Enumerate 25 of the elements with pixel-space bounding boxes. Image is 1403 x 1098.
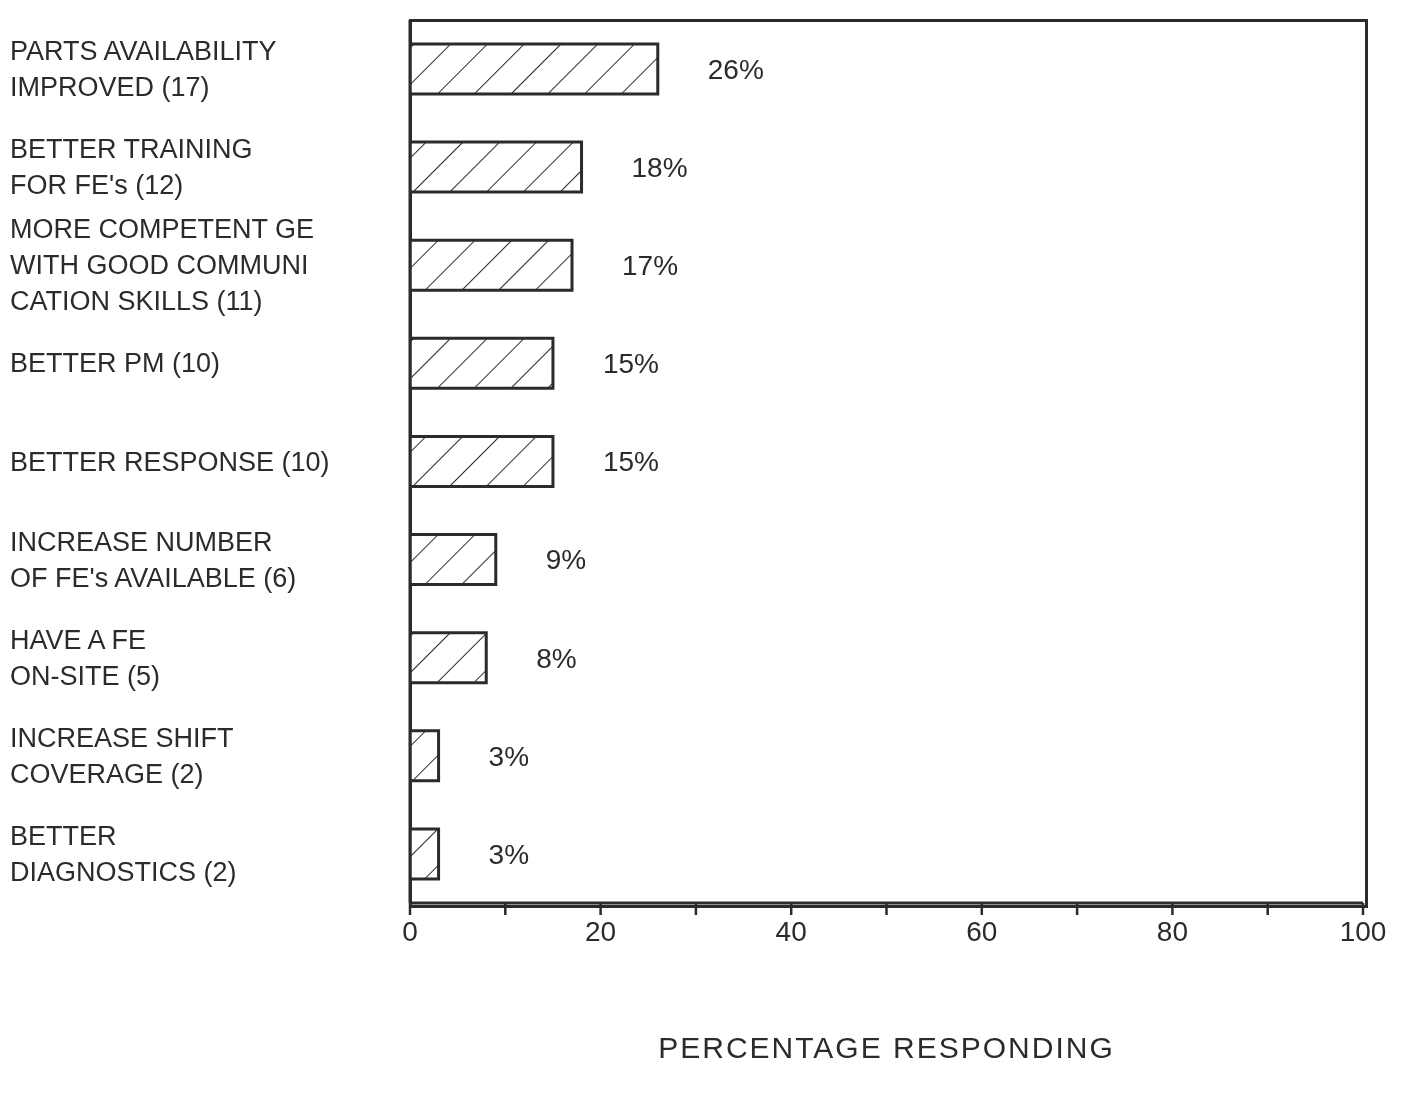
x-tick-label: 0 — [402, 916, 418, 947]
y-tick-label: BETTER PM (10) — [10, 348, 221, 379]
y-tick-label: INCREASE NUMBER OF FE's AVAILABLE (6) — [10, 526, 297, 593]
x-tick-label: 80 — [1156, 916, 1188, 947]
y-tick-label: BETTER DIAGNOSTICS (2) — [10, 820, 237, 887]
x-tick-label: 40 — [775, 916, 807, 947]
data-label: 3% — [488, 838, 530, 870]
x-tick-label: 60 — [966, 916, 998, 947]
x-tick-label: 20 — [585, 916, 617, 947]
data-label: 17% — [622, 250, 679, 282]
data-label: 15% — [602, 348, 659, 380]
y-tick-label: BETTER RESPONSE (10) — [10, 446, 330, 477]
x-axis-title: PERCENTAGE RESPONDING — [658, 1031, 1115, 1064]
data-label: 26% — [707, 53, 764, 85]
data-label: 18% — [631, 152, 688, 184]
y-tick-label: PARTS AVAILABILITY IMPROVED (17) — [10, 36, 277, 103]
y-tick-label: MORE COMPETENT GE WITH GOOD COMMUNI CATION SKILLS (11) — [10, 214, 315, 317]
data-label: 9% — [545, 544, 587, 576]
data-label: 8% — [536, 642, 577, 674]
y-tick-label: HAVE A FE ON-SITE (5) — [10, 624, 161, 691]
y-tick-label: BETTER TRAINING FOR FE's (12) — [10, 134, 253, 201]
y-tick-label: INCREASE SHIFT COVERAGE (2) — [10, 722, 234, 789]
data-label: 3% — [488, 740, 530, 772]
data-label: 15% — [602, 446, 659, 478]
x-tick-label: 100 — [1339, 916, 1387, 947]
